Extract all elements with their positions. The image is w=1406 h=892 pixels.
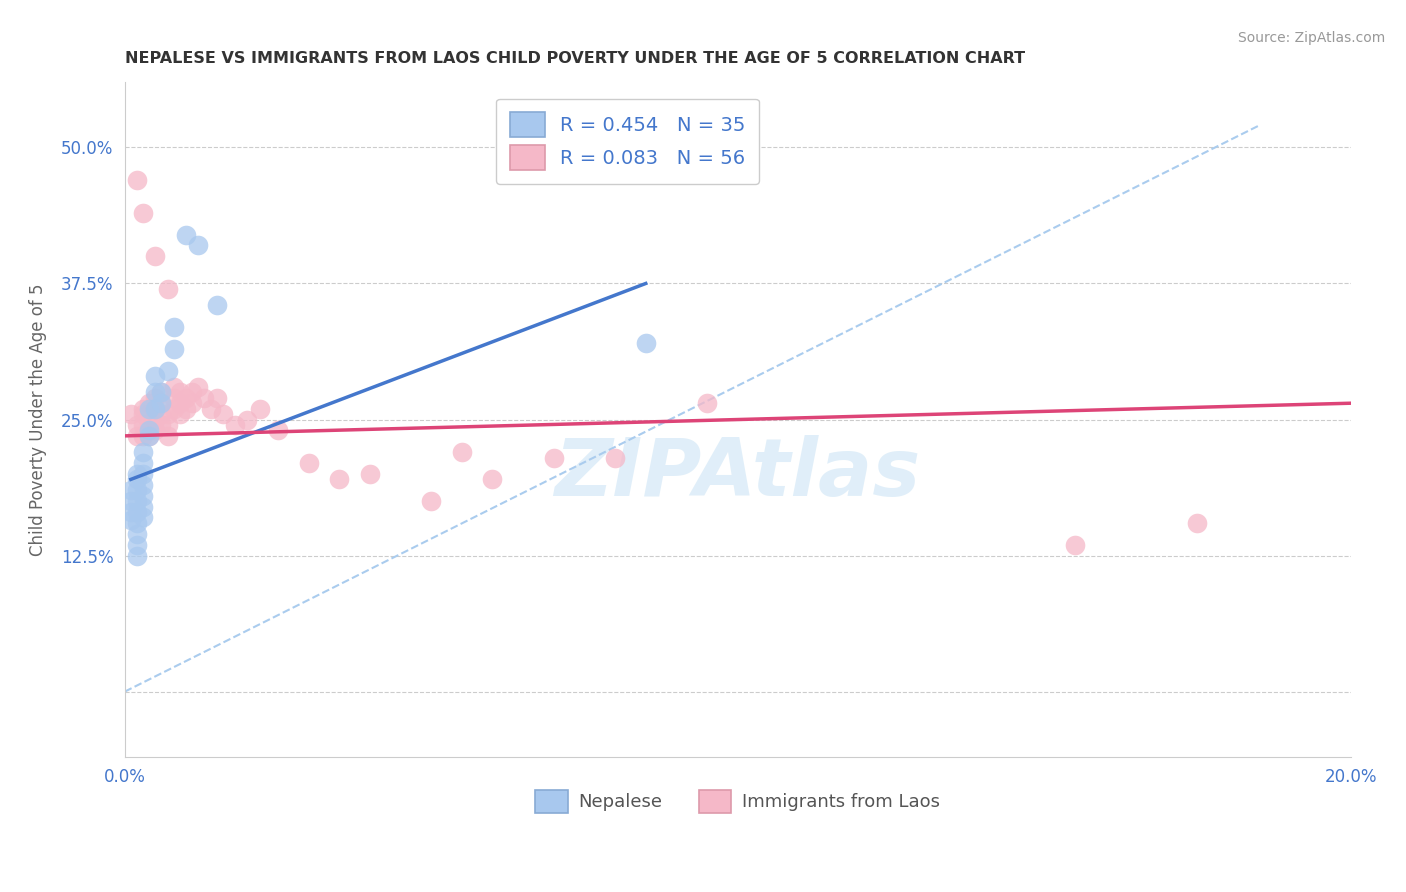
Point — [163, 391, 186, 405]
Point — [420, 494, 443, 508]
Point — [132, 417, 155, 432]
Point — [297, 456, 319, 470]
Point — [181, 396, 204, 410]
Point — [174, 391, 197, 405]
Point — [1063, 538, 1085, 552]
Point — [249, 401, 271, 416]
Point — [132, 401, 155, 416]
Point — [132, 478, 155, 492]
Point — [236, 412, 259, 426]
Point — [450, 445, 472, 459]
Point — [205, 298, 228, 312]
Point — [138, 396, 160, 410]
Point — [163, 342, 186, 356]
Point — [187, 380, 209, 394]
Point — [143, 401, 166, 416]
Point — [132, 510, 155, 524]
Point — [224, 417, 246, 432]
Point — [150, 407, 173, 421]
Text: Source: ZipAtlas.com: Source: ZipAtlas.com — [1237, 31, 1385, 45]
Point — [150, 417, 173, 432]
Point — [143, 249, 166, 263]
Point — [143, 391, 166, 405]
Point — [696, 396, 718, 410]
Point — [193, 391, 215, 405]
Point — [125, 549, 148, 563]
Point — [125, 516, 148, 530]
Point — [169, 396, 191, 410]
Point — [138, 429, 160, 443]
Point — [169, 407, 191, 421]
Point — [150, 385, 173, 400]
Point — [125, 417, 148, 432]
Point — [163, 320, 186, 334]
Point — [328, 472, 350, 486]
Point — [125, 483, 148, 498]
Point — [205, 391, 228, 405]
Point — [156, 429, 179, 443]
Point — [120, 407, 142, 421]
Text: ZIPAtlas: ZIPAtlas — [554, 434, 921, 513]
Point — [187, 238, 209, 252]
Point — [125, 173, 148, 187]
Y-axis label: Child Poverty Under the Age of 5: Child Poverty Under the Age of 5 — [30, 284, 46, 556]
Point — [132, 456, 155, 470]
Point — [125, 494, 148, 508]
Point — [169, 385, 191, 400]
Point — [125, 526, 148, 541]
Point — [634, 336, 657, 351]
Point — [132, 500, 155, 514]
Point — [143, 385, 166, 400]
Point — [267, 424, 290, 438]
Point — [200, 401, 222, 416]
Point — [174, 401, 197, 416]
Point — [132, 445, 155, 459]
Point — [156, 417, 179, 432]
Point — [125, 467, 148, 481]
Point — [150, 385, 173, 400]
Point — [143, 401, 166, 416]
Point — [132, 429, 155, 443]
Point — [181, 385, 204, 400]
Point — [138, 429, 160, 443]
Point — [359, 467, 381, 481]
Point — [120, 494, 142, 508]
Point — [163, 380, 186, 394]
Point — [156, 363, 179, 377]
Point — [143, 369, 166, 384]
Point — [132, 467, 155, 481]
Point — [132, 407, 155, 421]
Point — [125, 505, 148, 519]
Point — [125, 472, 148, 486]
Point — [125, 429, 148, 443]
Point — [481, 472, 503, 486]
Point — [174, 227, 197, 242]
Point — [138, 401, 160, 416]
Point — [120, 513, 142, 527]
Text: NEPALESE VS IMMIGRANTS FROM LAOS CHILD POVERTY UNDER THE AGE OF 5 CORRELATION CH: NEPALESE VS IMMIGRANTS FROM LAOS CHILD P… — [125, 51, 1025, 66]
Point — [120, 483, 142, 498]
Point — [150, 396, 173, 410]
Point — [143, 424, 166, 438]
Point — [138, 407, 160, 421]
Point — [138, 424, 160, 438]
Point — [543, 450, 565, 465]
Point — [150, 396, 173, 410]
Point — [143, 412, 166, 426]
Point — [132, 489, 155, 503]
Point — [156, 407, 179, 421]
Point — [603, 450, 626, 465]
Point — [211, 407, 233, 421]
Legend: Nepalese, Immigrants from Laos: Nepalese, Immigrants from Laos — [526, 780, 949, 822]
Point — [138, 417, 160, 432]
Point — [163, 401, 186, 416]
Point — [1187, 516, 1209, 530]
Point — [156, 282, 179, 296]
Point — [132, 205, 155, 219]
Point — [120, 505, 142, 519]
Point — [125, 538, 148, 552]
